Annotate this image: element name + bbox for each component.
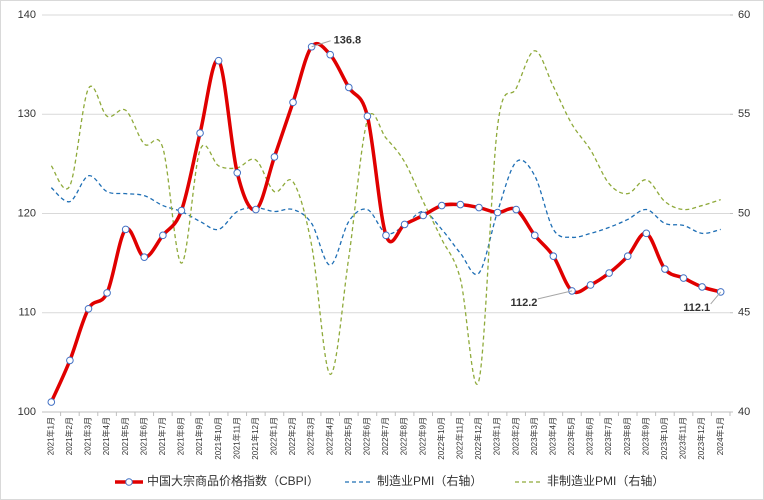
legend-label: 制造业PMI（右轴） (377, 473, 482, 488)
point (493, 208, 502, 217)
y-tick-label: 140 (18, 9, 36, 21)
point (345, 83, 353, 92)
point (549, 252, 558, 260)
legend-label: 非制造业PMI（右轴） (547, 473, 664, 488)
point (233, 169, 242, 177)
x-tick-label: 2022年2月 (287, 417, 297, 455)
legend-label: 中国大宗商品价格指数（CBPI） (147, 473, 319, 488)
point (623, 252, 632, 260)
x-tick-label: 2022年11月 (454, 417, 464, 459)
point (642, 229, 651, 238)
point (400, 220, 409, 229)
point (512, 205, 520, 214)
point (270, 153, 279, 161)
leader-line (537, 290, 573, 300)
x-tick-label: 2021年11月 (231, 417, 241, 459)
y2-tick-label: 40 (738, 406, 750, 418)
point (530, 231, 539, 240)
x-tick-label: 2021年7月 (157, 417, 167, 455)
x-tick-label: 2022年6月 (362, 417, 372, 455)
x-tick-label: 2021年4月 (101, 417, 111, 455)
data-label: 136.8 (334, 35, 362, 47)
legend-item: 非制造业PMI（右轴） (515, 473, 664, 488)
point (382, 231, 390, 240)
x-tick-label: 2024年1月 (715, 417, 725, 455)
x-tick-label: 2021年5月 (120, 417, 130, 455)
x-tick-label: 2023年5月 (566, 417, 576, 455)
series-line (50, 50, 721, 385)
point (196, 129, 204, 137)
x-tick-label: 2023年3月 (529, 417, 539, 455)
point (326, 50, 335, 59)
point (121, 225, 130, 234)
leader-line (710, 291, 722, 305)
point (159, 231, 167, 240)
y-tick-label: 120 (18, 207, 36, 219)
data-label: 112.2 (510, 297, 537, 309)
x-tick-label: 2022年8月 (399, 417, 409, 455)
x-tick-label: 2022年1月 (269, 417, 279, 455)
point (586, 281, 595, 289)
point (289, 98, 297, 107)
x-tick-label: 2023年11月 (678, 417, 688, 459)
x-tick-label: 2021年1月 (45, 417, 55, 455)
leader-line (311, 40, 331, 48)
x-tick-label: 2022年3月 (306, 417, 316, 455)
x-tick-label: 2022年9月 (417, 417, 427, 455)
x-tick-label: 2021年2月 (64, 417, 74, 455)
x-tick-label: 2021年10月 (213, 417, 223, 460)
point (698, 283, 706, 291)
x-tick-label: 2023年7月 (603, 417, 613, 455)
point (419, 211, 427, 220)
y2-tick-label: 60 (738, 9, 750, 21)
x-tick-label: 2023年6月 (585, 417, 595, 455)
x-tick-label: 2022年10月 (436, 417, 446, 460)
y2-tick-label: 55 (738, 108, 750, 120)
point (84, 304, 93, 313)
point (363, 112, 372, 121)
data-label: 112.1 (683, 302, 710, 314)
point (605, 269, 613, 277)
x-tick-label: 2023年8月 (622, 417, 632, 455)
x-tick-label: 2022年5月 (343, 417, 353, 455)
point (177, 206, 186, 215)
legend-item: 制造业PMI（右轴） (345, 473, 482, 488)
point (679, 274, 688, 282)
x-tick-label: 2022年4月 (324, 417, 334, 455)
legend-item: 中国大宗商品价格指数（CBPI） (115, 473, 319, 488)
y2-tick-label: 45 (738, 307, 750, 319)
x-tick-label: 2023年12月 (696, 417, 706, 460)
legend-marker (125, 478, 133, 486)
y-tick-label: 100 (18, 406, 36, 418)
x-tick-label: 2023年1月 (492, 417, 502, 455)
point (475, 203, 483, 212)
point (47, 398, 56, 406)
x-tick-label: 2021年12月 (250, 417, 260, 460)
y-tick-label: 110 (18, 307, 36, 319)
point (214, 56, 223, 65)
point (66, 356, 74, 365)
x-tick-label: 2021年3月 (83, 417, 93, 455)
x-tick-label: 2021年9月 (194, 417, 204, 455)
y2-tick-label: 50 (738, 207, 750, 219)
point (456, 200, 465, 209)
point (252, 205, 260, 214)
point (437, 201, 446, 210)
x-tick-label: 2023年2月 (510, 417, 520, 455)
point (661, 265, 669, 273)
y-tick-label: 130 (18, 108, 36, 120)
point (140, 253, 149, 261)
x-tick-label: 2022年7月 (380, 417, 390, 455)
x-tick-label: 2023年10月 (659, 417, 669, 460)
x-tick-label: 2021年6月 (138, 417, 148, 455)
x-tick-label: 2023年4月 (547, 417, 557, 455)
x-tick-label: 2023年9月 (640, 417, 650, 455)
x-tick-label: 2021年8月 (176, 417, 186, 455)
x-tick-label: 2022年12月 (473, 417, 483, 460)
point (103, 289, 111, 297)
